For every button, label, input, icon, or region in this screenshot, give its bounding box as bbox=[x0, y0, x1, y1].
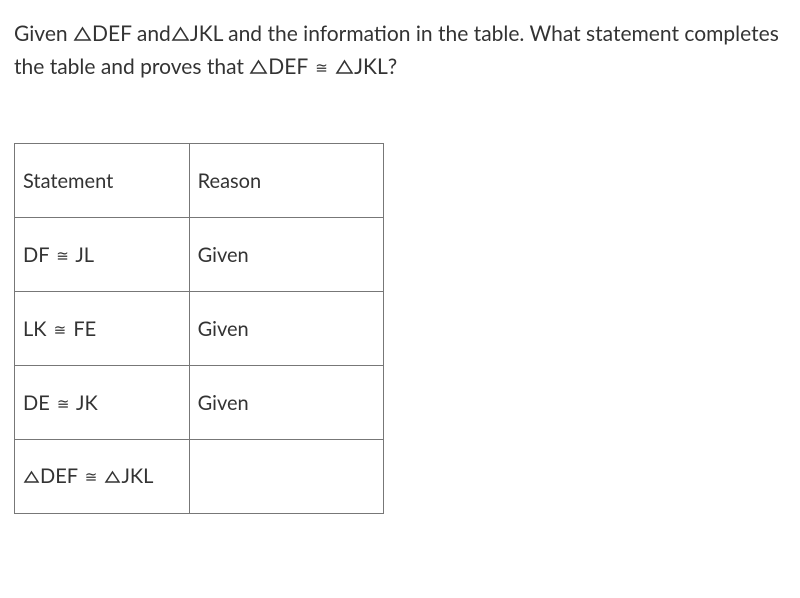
table-row: DE ≅ JK Given bbox=[15, 366, 384, 440]
triangle-icon bbox=[249, 52, 268, 84]
statement-cell: DEF ≅ JKL bbox=[15, 440, 190, 514]
segment-right: JL bbox=[75, 243, 94, 267]
triangle-icon bbox=[171, 19, 190, 51]
q-tri3-label: DEF bbox=[268, 54, 308, 79]
header-reason: Reason bbox=[189, 144, 383, 218]
congruent-symbol: ≅ bbox=[55, 395, 72, 413]
question-text: Given DEF andJKL and the information in … bbox=[14, 18, 786, 83]
segment-left: DE bbox=[23, 391, 50, 415]
segment-right: JK bbox=[76, 391, 98, 415]
table-row: DF ≅ JL Given bbox=[15, 218, 384, 292]
triangle-icon bbox=[23, 465, 40, 489]
triangle-icon bbox=[104, 465, 121, 489]
proof-table: Statement Reason DF ≅ JL Given LK ≅ FE G… bbox=[14, 143, 384, 514]
tri-right-label: JKL bbox=[121, 464, 153, 488]
segment-right: FE bbox=[73, 317, 96, 341]
q-part1: Given bbox=[14, 21, 73, 46]
segment-left: LK bbox=[23, 317, 47, 341]
reason-cell: Given bbox=[189, 366, 383, 440]
statement-cell: DF ≅ JL bbox=[15, 218, 190, 292]
reason-cell: Given bbox=[189, 292, 383, 366]
statement-cell: LK ≅ FE bbox=[15, 292, 190, 366]
header-statement: Statement bbox=[15, 144, 190, 218]
table-row-conclusion: DEF ≅ JKL bbox=[15, 440, 384, 514]
table-header-row: Statement Reason bbox=[15, 144, 384, 218]
reason-cell: Given bbox=[189, 218, 383, 292]
q-tri1-label: DEF bbox=[92, 21, 132, 46]
q-tri4-label: JKL? bbox=[354, 54, 397, 79]
congruent-symbol: ≅ bbox=[313, 59, 330, 77]
tri-left-label: DEF bbox=[40, 464, 78, 488]
segment-left: DF bbox=[23, 243, 49, 267]
reason-cell-blank bbox=[189, 440, 383, 514]
congruent-symbol: ≅ bbox=[54, 247, 71, 265]
congruent-symbol: ≅ bbox=[83, 468, 100, 486]
q-tri2-label: JKL bbox=[190, 21, 223, 46]
triangle-icon bbox=[73, 19, 92, 51]
q-part2: and bbox=[132, 21, 171, 46]
triangle-icon bbox=[335, 52, 354, 84]
statement-cell: DE ≅ JK bbox=[15, 366, 190, 440]
congruent-symbol: ≅ bbox=[52, 321, 69, 339]
table-row: LK ≅ FE Given bbox=[15, 292, 384, 366]
